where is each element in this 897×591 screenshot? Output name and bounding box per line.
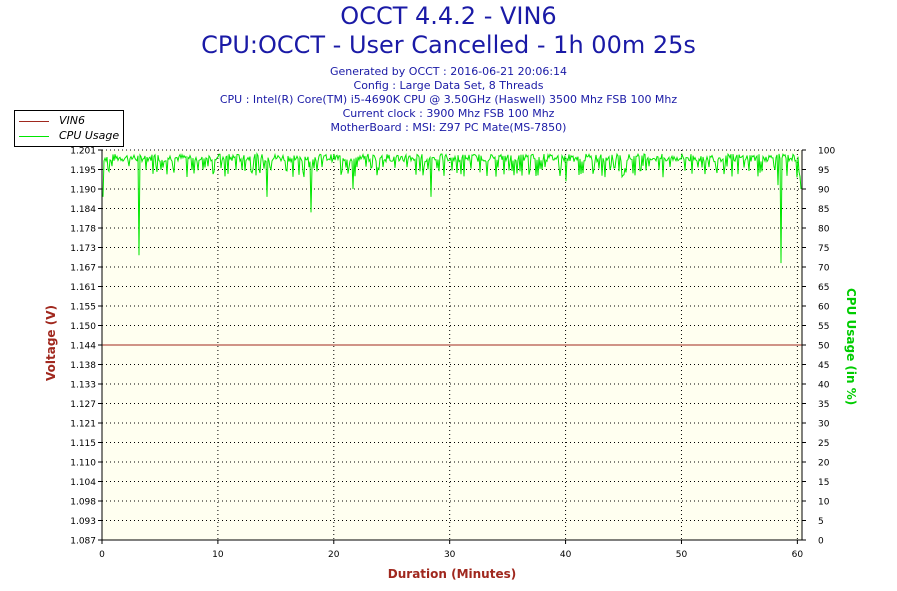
y-tick-label-right: 40 — [818, 381, 830, 391]
info-clock: Current clock : 3900 Mhz FSB 100 Mhz — [342, 107, 555, 120]
y-tick-label-left: 1.110 — [70, 459, 96, 469]
chart-subtitle: CPU:OCCT - User Cancelled - 1h 00m 25s — [201, 31, 696, 59]
y-tick-label-right: 0 — [818, 537, 824, 547]
y-tick-label-left: 1.184 — [70, 205, 96, 215]
y-tick-label-left: 1.178 — [70, 225, 96, 235]
series-line-cpu-usage — [102, 152, 802, 264]
y-tick-label-right: 15 — [818, 478, 829, 488]
y-tick-label-right: 45 — [818, 361, 829, 371]
x-tick-label: 0 — [99, 550, 105, 560]
y-tick-label-right: 10 — [818, 498, 830, 508]
y-tick-label-right: 80 — [818, 225, 830, 235]
y-tick-label-right: 75 — [818, 244, 829, 254]
x-tick-label: 30 — [444, 550, 456, 560]
y-tick-label-left: 1.098 — [70, 498, 96, 508]
legend: VIN6 CPU Usage — [14, 110, 124, 147]
x-tick-label: 20 — [328, 550, 340, 560]
y-tick-label-right: 90 — [818, 186, 830, 196]
y-tick-label-left: 1.144 — [70, 342, 96, 352]
y-tick-label-right: 35 — [818, 400, 829, 410]
y-tick-label-right: 5 — [818, 517, 824, 527]
y-tick-label-right: 70 — [818, 264, 830, 274]
legend-label-vin6: VIN6 — [59, 114, 85, 127]
y-tick-label-left: 1.121 — [70, 420, 96, 430]
y-tick-label-left: 1.173 — [70, 244, 96, 254]
y-tick-label-right: 55 — [818, 322, 829, 332]
y-tick-label-right: 65 — [818, 283, 829, 293]
y-tick-label-left: 1.087 — [70, 537, 96, 547]
info-generated: Generated by OCCT : 2016-06-21 20:06:14 — [329, 65, 568, 78]
y-tick-label-left: 1.195 — [70, 166, 96, 176]
y-tick-label-right: 25 — [818, 439, 829, 449]
legend-label-cpu: CPU Usage — [59, 129, 120, 142]
info-motherboard: MotherBoard : MSI: Z97 PC Mate(MS-7850) — [330, 121, 567, 134]
y-tick-label-right: 20 — [818, 459, 830, 469]
y-tick-label-right: 30 — [818, 420, 830, 430]
x-tick-label: 60 — [792, 550, 804, 560]
y-tick-label-right: 100 — [818, 147, 835, 157]
y-tick-label-left: 1.155 — [70, 303, 96, 313]
y-tick-label-left: 1.201 — [70, 147, 96, 157]
y-tick-label-right: 50 — [818, 342, 830, 352]
legend-swatch-vin6 — [19, 121, 49, 122]
x-axis-label: Duration (Minutes) — [387, 567, 517, 581]
y-tick-label-left: 1.190 — [70, 186, 96, 196]
x-tick-label: 10 — [212, 550, 224, 560]
y-tick-label-left: 1.115 — [70, 439, 96, 449]
y-tick-label-left: 1.133 — [70, 381, 96, 391]
y-tick-label-right: 85 — [818, 205, 829, 215]
legend-swatch-cpu — [19, 136, 49, 137]
chart-title: OCCT 4.4.2 - VIN6 — [340, 2, 557, 30]
y-tick-label-left: 1.104 — [70, 478, 96, 488]
y-tick-label-left: 1.127 — [70, 400, 96, 410]
x-tick-label: 40 — [560, 550, 572, 560]
y-axis-label-left: Voltage (V) — [44, 305, 58, 381]
y-tick-label-left: 1.138 — [70, 361, 96, 371]
y-tick-label-left: 1.167 — [70, 264, 96, 274]
y-tick-label-right: 60 — [818, 303, 830, 313]
y-axis-label-right: CPU Usage (in %) — [844, 288, 858, 406]
y-tick-label-left: 1.161 — [70, 283, 96, 293]
y-tick-label-left: 1.150 — [70, 322, 96, 332]
x-tick-label: 50 — [676, 550, 688, 560]
y-tick-label-left: 1.093 — [70, 517, 96, 527]
info-config: Config : Large Data Set, 8 Threads — [353, 79, 544, 92]
info-cpu: CPU : Intel(R) Core(TM) i5-4690K CPU @ 3… — [219, 93, 678, 106]
y-tick-label-right: 95 — [818, 166, 829, 176]
